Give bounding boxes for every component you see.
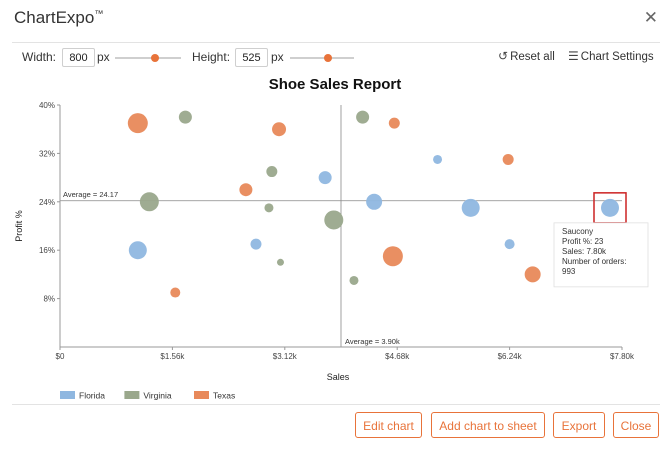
tooltip-line: Sales: 7.80k [562, 247, 607, 256]
bubble-texas [524, 266, 541, 283]
bubble-florida [504, 239, 515, 250]
height-slider-knob[interactable] [324, 54, 333, 62]
y-tick-label: 32% [39, 149, 55, 158]
app-title: ChartExpo™ [14, 8, 103, 28]
sliders-icon: ☰ [568, 49, 579, 63]
bubble-virginia [266, 166, 278, 178]
bubble-florida [433, 154, 443, 164]
tooltip-line: 993 [562, 267, 576, 276]
reset-icon: ↺ [498, 49, 509, 63]
chart-settings-label: Chart Settings [580, 51, 654, 63]
bubble-florida [461, 198, 480, 217]
bubble-texas [382, 246, 403, 267]
x-tick-label: $1.56k [160, 352, 185, 361]
chart-settings-button[interactable]: ☰ Chart Settings [568, 49, 654, 63]
header-divider [12, 42, 660, 43]
edit-chart-button[interactable]: Edit chart [355, 412, 422, 438]
y-average-label: Average = 24.17 [63, 190, 118, 199]
y-axis-title: Profit % [14, 210, 24, 242]
legend-swatch-virginia [124, 391, 140, 399]
bubble-florida [128, 241, 147, 260]
size-toolbar: Width: px Height: px ↺Reset all ☰Chart S… [0, 48, 672, 70]
y-tick-label: 24% [39, 198, 55, 207]
bubble-texas [272, 122, 287, 137]
bubble-virginia [324, 210, 344, 230]
width-unit: px [97, 50, 110, 64]
bubble-virginia [178, 110, 192, 124]
tooltip-box [553, 222, 649, 288]
bubble-virginia [139, 192, 159, 212]
height-unit: px [271, 50, 284, 64]
legend-label-texas: Texas [213, 391, 235, 401]
legend-swatch-texas [194, 391, 209, 399]
height-input[interactable] [235, 48, 268, 67]
footer-divider [12, 404, 660, 405]
close-icon[interactable]: ✕ [643, 8, 658, 27]
bubble-texas [127, 113, 148, 134]
reset-all-label: Reset all [510, 51, 555, 63]
tooltip-line: Number of orders: [562, 257, 626, 266]
bubble-virginia [264, 203, 274, 213]
width-slider[interactable] [115, 54, 181, 62]
bubble-texas [388, 117, 400, 129]
x-tick-label: $3.12k [273, 352, 298, 361]
legend-label-virginia: Virginia [143, 391, 171, 401]
close-button[interactable]: Close [613, 412, 659, 438]
tooltip-title: Saucony [562, 227, 593, 236]
bubble-virginia [349, 275, 359, 285]
width-input[interactable] [62, 48, 95, 67]
height-slider[interactable] [290, 54, 354, 62]
x-tick-label: $7.80k [610, 352, 635, 361]
legend-swatch-florida [60, 391, 75, 399]
bubble-florida [318, 171, 332, 185]
width-label: Width: [22, 50, 57, 64]
y-tick-label: 8% [43, 295, 55, 304]
footer-bar: Edit chart Add chart to sheet Export Clo… [0, 412, 672, 440]
bubble-texas [170, 287, 181, 298]
x-tick-label: $6.24k [498, 352, 523, 361]
app-title-text: ChartExpo [14, 8, 95, 27]
export-button[interactable]: Export [553, 412, 605, 438]
y-tick-label: 16% [39, 246, 55, 255]
bubble-chart: Shoe Sales Report Average = 3.90k Average… [14, 76, 649, 401]
chart-title: Shoe Sales Report [269, 76, 402, 93]
reset-all-button[interactable]: ↺ Reset all [498, 49, 555, 63]
bubble-virginia [356, 110, 370, 124]
y-tick-label: 40% [39, 101, 55, 110]
bubble-texas [502, 153, 514, 165]
bubble-florida [250, 238, 262, 250]
height-label: Height: [192, 50, 231, 64]
bubble-florida [601, 198, 619, 217]
x-tick-label: $0 [56, 352, 65, 361]
bubble-texas [239, 183, 253, 197]
trademark-mark: ™ [94, 8, 104, 19]
add-chart-to-sheet-button[interactable]: Add chart to sheet [431, 412, 545, 438]
tooltip-line: Profit %: 23 [562, 237, 604, 246]
x-axis-title: Sales [327, 372, 350, 382]
x-average-label: Average = 3.90k [345, 337, 400, 346]
bubble-virginia [276, 258, 284, 266]
bubble-florida [366, 193, 383, 210]
legend-label-florida: Florida [79, 391, 105, 401]
x-tick-label: $4.68k [385, 352, 410, 361]
width-slider-knob[interactable] [150, 54, 159, 62]
